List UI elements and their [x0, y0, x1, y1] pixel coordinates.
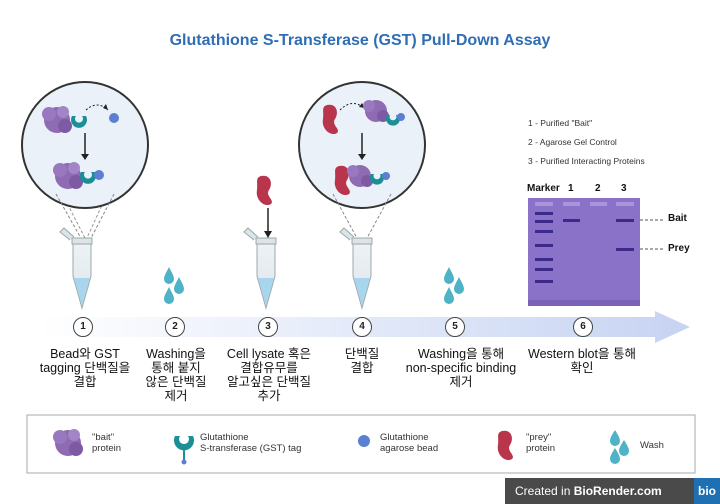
bait-protein-icon — [53, 162, 83, 189]
step-label-line: 제거 — [449, 375, 473, 389]
step-label-line: Western blot을 통해 — [528, 347, 636, 361]
prey-protein-icon — [334, 165, 350, 196]
tube-icon — [59, 227, 93, 310]
gst-tag-icon — [370, 174, 384, 185]
lane-label-3: 3 — [621, 183, 627, 194]
lane-label-2: 2 — [595, 183, 601, 194]
step-label-line: 단백질 — [344, 347, 380, 361]
biorender-logo-icon: bio — [694, 478, 720, 504]
legend-gst-icon — [174, 436, 194, 465]
legend-wash-icon — [610, 430, 629, 464]
step-label-1: Bead와 GST tagging 단백질을 결합 — [10, 347, 160, 389]
step-label-line: Washing을 — [146, 347, 206, 361]
legend-prey-icon — [497, 430, 513, 461]
zoom-circle-1 — [21, 81, 149, 242]
step-badge-3: 3 — [258, 317, 278, 337]
legend-prey-label: "prey" protein — [526, 432, 556, 454]
step-label-2: Washing을 통해 붙지 않은 단백질 제거 — [101, 347, 251, 403]
band-label-prey: Prey — [668, 243, 690, 254]
prey-protein-icon — [322, 104, 338, 135]
legend-bead-label: Glutathione agarose bead — [380, 432, 439, 454]
step-label-line: Bead와 GST — [50, 347, 120, 361]
step-label-line: 결합유무를 — [240, 361, 298, 375]
step-label-5: Washing을 통해 non-specific binding 제거 — [386, 347, 536, 389]
lane-label-marker: Marker — [527, 183, 560, 194]
gst-tag-icon — [71, 116, 87, 128]
step-badge-2: 2 — [165, 317, 185, 337]
band-label-bait: Bait — [668, 213, 687, 224]
western-blot-gel — [528, 198, 665, 306]
note-3: 3 - Purified Interacting Proteins — [528, 156, 645, 166]
page-title: Glutathione S-Transferase (GST) Pull-Dow… — [169, 32, 551, 49]
bead-icon — [397, 113, 405, 121]
legend-bait-label: "bait" protein — [92, 432, 122, 454]
step-label-line: 추가 — [257, 389, 281, 403]
legend-wash-label: Wash — [640, 440, 664, 451]
legend-bait-icon — [53, 429, 83, 456]
wash-drops-icon — [444, 267, 464, 304]
dotted-arrow-icon — [85, 104, 109, 111]
bead-icon — [382, 172, 390, 180]
note-2: 2 - Agarose Gel Control — [528, 137, 617, 147]
wash-drops-icon — [164, 267, 184, 304]
gst-tag-icon — [386, 115, 400, 126]
step-badge-5: 5 — [445, 317, 465, 337]
step-badge-6: 6 — [573, 317, 593, 337]
step-label-6: Western blot을 통해 확인 — [507, 347, 657, 375]
step-label-line: 알고싶은 단백질 — [227, 375, 311, 389]
legend-gst-label: Glutathione S-transferase (GST) tag — [200, 432, 302, 454]
bait-protein-icon — [42, 106, 72, 133]
note-1: 1 - Purified "Bait" — [528, 118, 593, 128]
step-label-line: 결합 — [73, 375, 97, 389]
step-label-line: 제거 — [164, 389, 188, 403]
tube-icon — [243, 227, 277, 310]
legend-bead-icon — [358, 435, 370, 447]
prey-protein-icon — [256, 175, 272, 206]
step-badge-4: 4 — [352, 317, 372, 337]
step-label-line: non-specific binding — [405, 361, 517, 375]
bead-icon — [94, 170, 104, 180]
step-label-line: 통해 붙지 — [151, 361, 201, 375]
step-badge-1: 1 — [73, 317, 93, 337]
credit-text: Created in BioRender.com — [515, 484, 662, 498]
step-label-line: 결합 — [350, 361, 374, 375]
step-label-line: tagging 단백질을 — [39, 361, 131, 375]
gst-tag-icon — [80, 172, 96, 184]
bead-icon — [109, 113, 119, 123]
step-label-line: Washing을 통해 — [417, 347, 505, 361]
bait-protein-icon — [347, 165, 373, 187]
biorender-credit[interactable]: Created in BioRender.com bio — [505, 478, 720, 504]
lane-label-1: 1 — [568, 183, 574, 194]
step-label-line: 확인 — [570, 361, 594, 375]
step-label-line: Cell lysate 혹은 — [226, 347, 312, 361]
step-label-3: Cell lysate 혹은 결합유무를 알고싶은 단백질 추가 — [194, 347, 344, 403]
step-label-4: 단백질 결합 — [287, 347, 437, 375]
bait-protein-icon — [363, 100, 389, 122]
step-label-line: 않은 단백질 — [145, 375, 207, 389]
tube-icon — [339, 227, 373, 310]
